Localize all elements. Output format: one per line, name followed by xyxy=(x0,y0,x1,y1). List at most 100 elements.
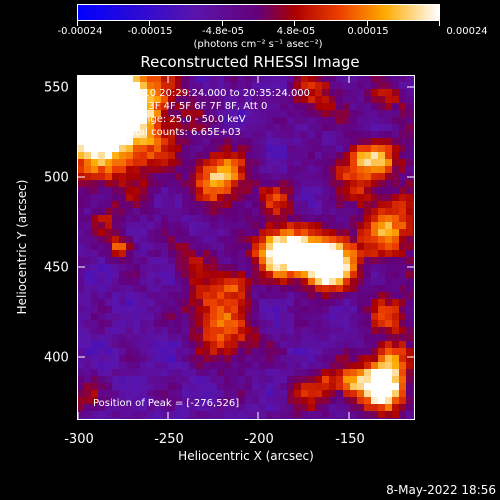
heatmap-cell xyxy=(273,222,280,229)
heatmap-cell xyxy=(266,103,273,110)
heatmap-cell xyxy=(189,229,196,236)
heatmap-cell xyxy=(392,264,399,271)
heatmap-cell xyxy=(252,173,259,180)
heatmap-cell xyxy=(308,264,315,271)
heatmap-cell xyxy=(371,166,378,173)
heatmap-cell xyxy=(231,348,238,355)
heatmap-cell xyxy=(126,299,133,306)
heatmap-cell xyxy=(294,250,301,257)
heatmap-cell xyxy=(147,82,154,89)
heatmap-cell xyxy=(280,257,287,264)
heatmap-cell xyxy=(392,327,399,334)
heatmap-cell xyxy=(224,271,231,278)
heatmap-cell xyxy=(280,355,287,362)
heatmap-cell xyxy=(140,334,147,341)
heatmap-cell xyxy=(196,257,203,264)
heatmap-cell xyxy=(217,145,224,152)
heatmap-cell xyxy=(336,362,343,369)
heatmap-cell xyxy=(224,397,231,404)
heatmap-cell xyxy=(98,82,105,89)
heatmap-cell xyxy=(399,383,406,390)
heatmap-cell xyxy=(357,320,364,327)
heatmap-cell xyxy=(126,348,133,355)
heatmap-cell xyxy=(98,110,105,117)
heatmap-cell xyxy=(77,208,84,215)
heatmap-cell xyxy=(308,334,315,341)
heatmap-cell xyxy=(238,313,245,320)
heatmap-cell xyxy=(175,194,182,201)
heatmap-cell xyxy=(399,187,406,194)
heatmap-cell xyxy=(294,271,301,278)
heatmap-cell xyxy=(385,383,392,390)
heatmap-cell xyxy=(308,376,315,383)
heatmap-cell xyxy=(196,117,203,124)
heatmap-cell xyxy=(301,180,308,187)
heatmap-cell xyxy=(161,376,168,383)
heatmap-cell xyxy=(315,82,322,89)
heatmap-cell xyxy=(287,383,294,390)
heatmap-cell xyxy=(154,82,161,89)
heatmap-cell xyxy=(91,411,98,418)
heatmap-cell xyxy=(140,208,147,215)
x-axis-label: Heliocentric X (arcsec) xyxy=(178,449,314,463)
heatmap-cell xyxy=(385,334,392,341)
heatmap-cell xyxy=(77,173,84,180)
heatmap-cell xyxy=(399,264,406,271)
heatmap-cell xyxy=(105,82,112,89)
heatmap-cell xyxy=(252,369,259,376)
heatmap-cell xyxy=(140,355,147,362)
heatmap-cell xyxy=(161,327,168,334)
heatmap-cell xyxy=(84,397,91,404)
heatmap-cell xyxy=(98,334,105,341)
heatmap-cell xyxy=(189,411,196,418)
heatmap-cell xyxy=(91,355,98,362)
heatmap-cell xyxy=(168,138,175,145)
heatmap-cell xyxy=(364,257,371,264)
heatmap-cell xyxy=(105,362,112,369)
heatmap-cell xyxy=(126,362,133,369)
heatmap-cell xyxy=(399,334,406,341)
image-plot[interactable] xyxy=(77,75,415,420)
heatmap-cell xyxy=(147,355,154,362)
heatmap-cell xyxy=(343,362,350,369)
heatmap-cell xyxy=(252,299,259,306)
heatmap-cell xyxy=(399,222,406,229)
heatmap-cell xyxy=(378,376,385,383)
heatmap-cell xyxy=(399,299,406,306)
heatmap-cell xyxy=(378,404,385,411)
heatmap-cell xyxy=(392,187,399,194)
heatmap-cell xyxy=(392,89,399,96)
heatmap-cell xyxy=(112,376,119,383)
heatmap-cell xyxy=(182,341,189,348)
heatmap-cell xyxy=(126,264,133,271)
heatmap-cell xyxy=(294,145,301,152)
heatmap-cell xyxy=(385,208,392,215)
heatmap-cell xyxy=(252,117,259,124)
heatmap-cell xyxy=(119,250,126,257)
heatmap-cell xyxy=(126,208,133,215)
heatmap-cell xyxy=(133,383,140,390)
heatmap-cell xyxy=(343,222,350,229)
heatmap-cell xyxy=(266,397,273,404)
heatmap-cell xyxy=(182,117,189,124)
heatmap-cell xyxy=(119,348,126,355)
heatmap-cell xyxy=(84,355,91,362)
heatmap-cell xyxy=(385,96,392,103)
heatmap-cell xyxy=(210,369,217,376)
heatmap-cell xyxy=(84,194,91,201)
heatmap-cell xyxy=(196,236,203,243)
heatmap-cell xyxy=(413,173,415,180)
heatmap-cell xyxy=(252,138,259,145)
heatmap-cell xyxy=(126,201,133,208)
heatmap-cell xyxy=(175,110,182,117)
heatmap-cell xyxy=(140,341,147,348)
heatmap-cell xyxy=(77,138,84,145)
heatmap-cell xyxy=(182,222,189,229)
heatmap-cell xyxy=(133,327,140,334)
heatmap-cell xyxy=(378,110,385,117)
heatmap-cell xyxy=(161,404,168,411)
heatmap-cell xyxy=(294,124,301,131)
heatmap-cell xyxy=(98,159,105,166)
heatmap-cell xyxy=(266,264,273,271)
heatmap-cell xyxy=(84,257,91,264)
